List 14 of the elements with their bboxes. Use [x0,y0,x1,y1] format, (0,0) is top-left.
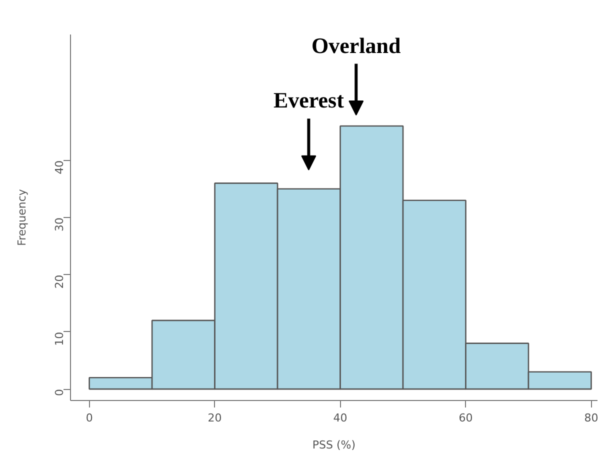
annotation: Everest [273,88,345,113]
y-tick-label: 10 [53,332,66,346]
x-tick-label: 0 [86,412,93,424]
annotation: Overland [312,32,401,58]
y-tick-label: 20 [53,274,66,289]
y-tick-label: 40 [53,160,66,174]
x-tick-label: 20 [208,412,222,424]
x-tick-label: 60 [458,412,473,424]
y-axis-title: Frequency [16,188,28,246]
x-tick-label: 40 [333,412,348,424]
x-tick-label: 80 [584,412,598,424]
y-tick-label: 0 [53,389,66,396]
x-axis-title: PSS (%) [312,438,356,452]
y-tick-label: 30 [53,217,66,232]
